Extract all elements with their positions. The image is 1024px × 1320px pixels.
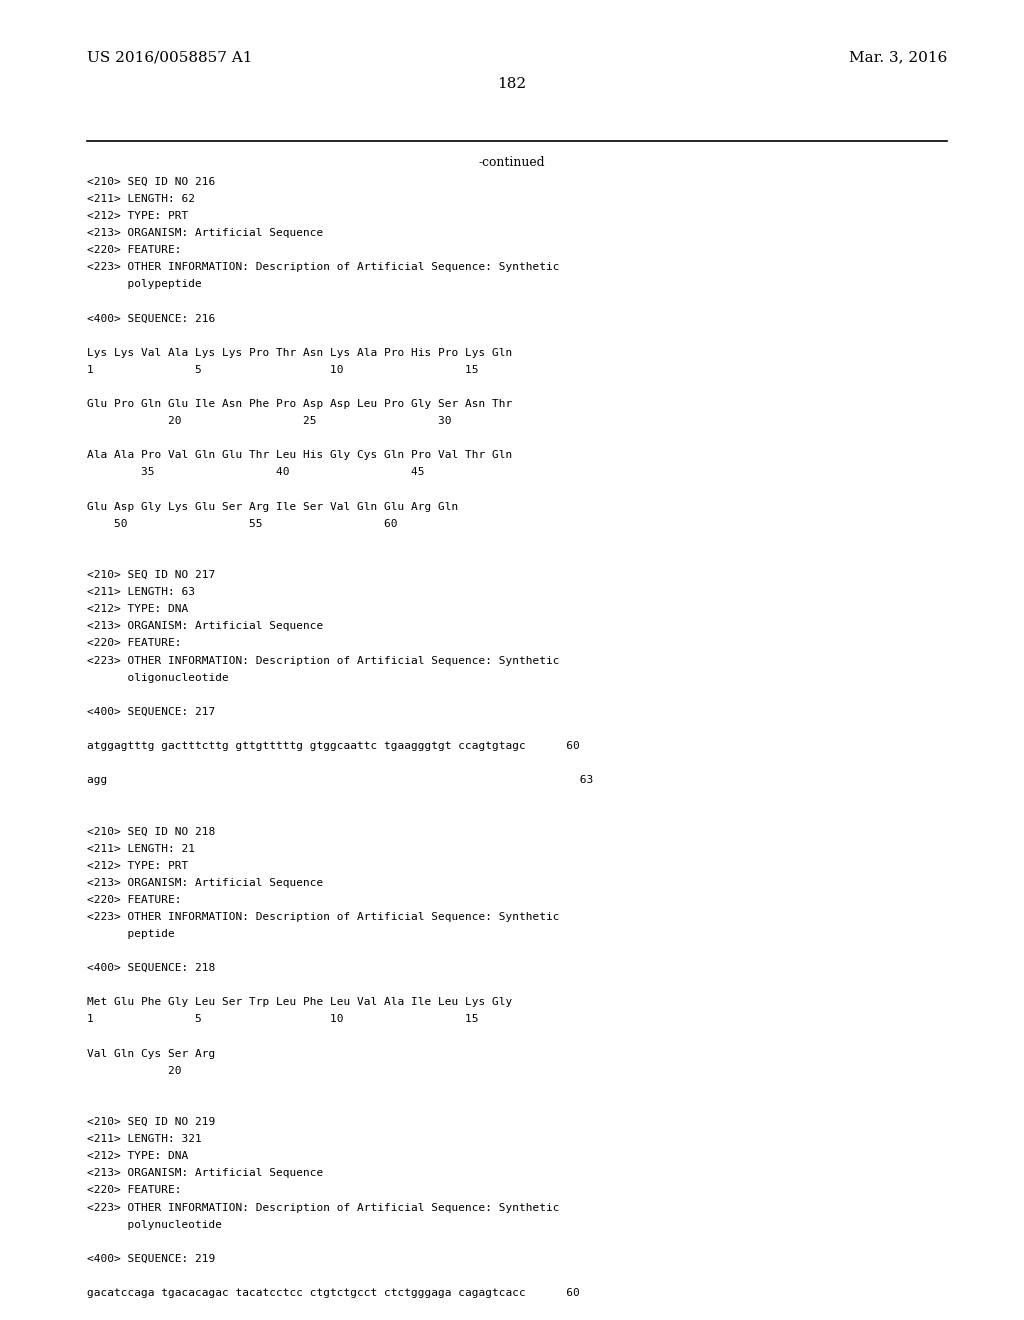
Text: <223> OTHER INFORMATION: Description of Artificial Sequence: Synthetic: <223> OTHER INFORMATION: Description of … xyxy=(87,912,559,921)
Text: <213> ORGANISM: Artificial Sequence: <213> ORGANISM: Artificial Sequence xyxy=(87,228,324,238)
Text: <212> TYPE: PRT: <212> TYPE: PRT xyxy=(87,211,188,220)
Text: <210> SEQ ID NO 218: <210> SEQ ID NO 218 xyxy=(87,826,215,837)
Text: agg                                                                      63: agg 63 xyxy=(87,775,593,785)
Text: 1               5                   10                  15: 1 5 10 15 xyxy=(87,364,478,375)
Text: Ala Ala Pro Val Gln Glu Thr Leu His Gly Cys Gln Pro Val Thr Gln: Ala Ala Pro Val Gln Glu Thr Leu His Gly … xyxy=(87,450,512,461)
Text: <213> ORGANISM: Artificial Sequence: <213> ORGANISM: Artificial Sequence xyxy=(87,1168,324,1179)
Text: <223> OTHER INFORMATION: Description of Artificial Sequence: Synthetic: <223> OTHER INFORMATION: Description of … xyxy=(87,263,559,272)
Text: <212> TYPE: DNA: <212> TYPE: DNA xyxy=(87,605,188,614)
Text: <400> SEQUENCE: 217: <400> SEQUENCE: 217 xyxy=(87,706,215,717)
Text: oligonucleotide: oligonucleotide xyxy=(87,673,228,682)
Text: Lys Lys Val Ala Lys Lys Pro Thr Asn Lys Ala Pro His Pro Lys Gln: Lys Lys Val Ala Lys Lys Pro Thr Asn Lys … xyxy=(87,348,512,358)
Text: <210> SEQ ID NO 216: <210> SEQ ID NO 216 xyxy=(87,177,215,187)
Text: Mar. 3, 2016: Mar. 3, 2016 xyxy=(849,50,947,65)
Text: gacatccaga tgacacagac tacatcctcc ctgtctgcct ctctgggaga cagagtcacc      60: gacatccaga tgacacagac tacatcctcc ctgtctg… xyxy=(87,1288,580,1298)
Text: Glu Asp Gly Lys Glu Ser Arg Ile Ser Val Gln Glu Arg Gln: Glu Asp Gly Lys Glu Ser Arg Ile Ser Val … xyxy=(87,502,459,512)
Text: Met Glu Phe Gly Leu Ser Trp Leu Phe Leu Val Ala Ile Leu Lys Gly: Met Glu Phe Gly Leu Ser Trp Leu Phe Leu … xyxy=(87,998,512,1007)
Text: <213> ORGANISM: Artificial Sequence: <213> ORGANISM: Artificial Sequence xyxy=(87,878,324,888)
Text: <210> SEQ ID NO 219: <210> SEQ ID NO 219 xyxy=(87,1117,215,1127)
Text: polypeptide: polypeptide xyxy=(87,280,202,289)
Text: <223> OTHER INFORMATION: Description of Artificial Sequence: Synthetic: <223> OTHER INFORMATION: Description of … xyxy=(87,656,559,665)
Text: 50                  55                  60: 50 55 60 xyxy=(87,519,397,529)
Text: peptide: peptide xyxy=(87,929,175,939)
Text: <220> FEATURE:: <220> FEATURE: xyxy=(87,639,181,648)
Text: <211> LENGTH: 62: <211> LENGTH: 62 xyxy=(87,194,195,205)
Text: <213> ORGANISM: Artificial Sequence: <213> ORGANISM: Artificial Sequence xyxy=(87,622,324,631)
Text: 1               5                   10                  15: 1 5 10 15 xyxy=(87,1015,478,1024)
Text: 35                  40                  45: 35 40 45 xyxy=(87,467,425,478)
Text: <400> SEQUENCE: 219: <400> SEQUENCE: 219 xyxy=(87,1254,215,1263)
Text: <400> SEQUENCE: 216: <400> SEQUENCE: 216 xyxy=(87,314,215,323)
Text: <212> TYPE: PRT: <212> TYPE: PRT xyxy=(87,861,188,871)
Text: <210> SEQ ID NO 217: <210> SEQ ID NO 217 xyxy=(87,570,215,579)
Text: <220> FEATURE:: <220> FEATURE: xyxy=(87,895,181,904)
Text: US 2016/0058857 A1: US 2016/0058857 A1 xyxy=(87,50,253,65)
Text: <223> OTHER INFORMATION: Description of Artificial Sequence: Synthetic: <223> OTHER INFORMATION: Description of … xyxy=(87,1203,559,1213)
Text: <212> TYPE: DNA: <212> TYPE: DNA xyxy=(87,1151,188,1162)
Text: polynucleotide: polynucleotide xyxy=(87,1220,222,1230)
Text: Val Gln Cys Ser Arg: Val Gln Cys Ser Arg xyxy=(87,1048,215,1059)
Text: atggagtttg gactttcttg gttgtttttg gtggcaattc tgaagggtgt ccagtgtagc      60: atggagtttg gactttcttg gttgtttttg gtggcaa… xyxy=(87,741,580,751)
Text: <211> LENGTH: 321: <211> LENGTH: 321 xyxy=(87,1134,202,1144)
Text: <211> LENGTH: 63: <211> LENGTH: 63 xyxy=(87,587,195,597)
Text: <400> SEQUENCE: 218: <400> SEQUENCE: 218 xyxy=(87,964,215,973)
Text: <211> LENGTH: 21: <211> LENGTH: 21 xyxy=(87,843,195,854)
Text: 182: 182 xyxy=(498,77,526,91)
Text: <220> FEATURE:: <220> FEATURE: xyxy=(87,1185,181,1196)
Text: 20                  25                  30: 20 25 30 xyxy=(87,416,452,426)
Text: <220> FEATURE:: <220> FEATURE: xyxy=(87,246,181,255)
Text: Glu Pro Gln Glu Ile Asn Phe Pro Asp Asp Leu Pro Gly Ser Asn Thr: Glu Pro Gln Glu Ile Asn Phe Pro Asp Asp … xyxy=(87,399,512,409)
Text: -continued: -continued xyxy=(479,156,545,169)
Text: 20: 20 xyxy=(87,1065,181,1076)
